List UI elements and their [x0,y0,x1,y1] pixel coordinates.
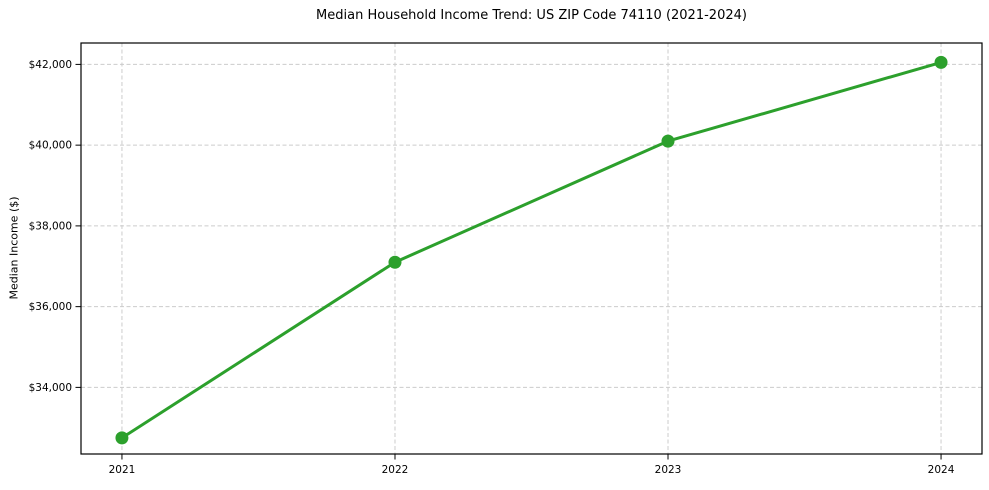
axes-spines [80,42,983,455]
y-axis-label: Median Income ($) [7,196,21,300]
x-tick-label: 2021 [109,464,136,476]
x-tick-label: 2022 [382,464,409,476]
trend-line [120,60,943,440]
data-point-marker [388,255,402,269]
y-tick-label: $34,000 [29,382,72,394]
data-point-marker [661,134,675,148]
data-point-marker [115,431,129,445]
x-tick-label: 2024 [928,464,955,476]
y-tick-label: $42,000 [29,59,72,71]
chart-title: Median Household Income Trend: US ZIP Co… [316,8,747,23]
x-tick-label: 2023 [655,464,682,476]
data-point-marker [934,55,948,69]
y-tick-label: $38,000 [29,220,72,232]
y-tick-label: $36,000 [29,301,72,313]
y-tick-label: $40,000 [29,140,72,152]
